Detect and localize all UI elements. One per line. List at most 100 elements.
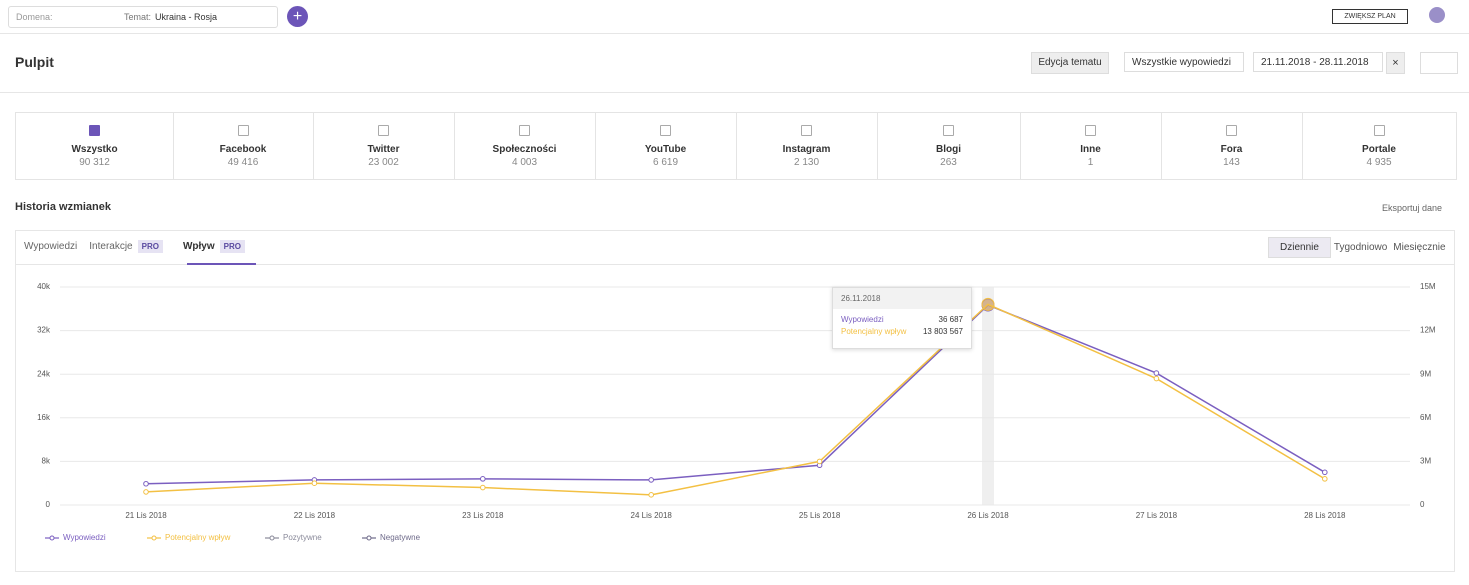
source-name: YouTube xyxy=(644,144,687,155)
tooltip-rows: Wypowiedzi 36 687 Potencjalny wpływ 13 803 … xyxy=(833,309,971,345)
source-card[interactable]: Blogi 263 xyxy=(877,113,1021,179)
source-card[interactable]: Fora 143 xyxy=(1161,113,1303,179)
tooltip-title: 26.11.2018 xyxy=(833,288,971,309)
periods: Dziennie Tygodniowo Miesięcznie xyxy=(1268,237,1449,258)
y2-tick-label: 6M xyxy=(1420,413,1431,422)
source-card[interactable]: Facebook 49 416 xyxy=(173,113,314,179)
checkbox[interactable] xyxy=(801,125,812,136)
point xyxy=(1153,375,1160,382)
source-card[interactable]: Inne 1 xyxy=(1020,113,1162,179)
y2-tick-label: 12M xyxy=(1420,326,1436,335)
history-title: Historia wzmianek xyxy=(15,201,111,213)
checkbox[interactable] xyxy=(1085,125,1096,136)
tooltip-value: 13 803 567 xyxy=(922,327,963,336)
tooltip-label: Wypowiedzi xyxy=(841,315,884,324)
period[interactable]: Dziennie xyxy=(1268,237,1331,258)
y-tick-label: 8k xyxy=(42,457,51,466)
source-count: 23 002 xyxy=(368,157,399,168)
topic-value: Ukraina - Rosja xyxy=(155,12,218,22)
topic-label: Temat: xyxy=(124,12,152,22)
checkbox[interactable] xyxy=(1226,125,1237,136)
y2-tick-label: 9M xyxy=(1420,369,1431,378)
source-name: Wszystko xyxy=(71,144,118,155)
x-tick-label: 22 Lis 2018 xyxy=(294,511,336,520)
checkbox[interactable] xyxy=(519,125,530,136)
export[interactable]: Eksportuj dane xyxy=(1382,203,1443,213)
checkbox[interactable] xyxy=(1373,125,1385,136)
chart-panel xyxy=(15,230,1455,572)
source-count: 4 003 xyxy=(511,157,538,168)
add-button[interactable]: + xyxy=(287,6,308,27)
source-count: 143 xyxy=(1223,157,1240,168)
tabs-divider xyxy=(16,264,1454,265)
source-card[interactable]: YouTube 6 619 xyxy=(595,113,737,179)
point xyxy=(816,458,823,465)
y-tick-label: 24k xyxy=(37,369,51,378)
source-card[interactable]: Twitter 23 002 xyxy=(313,113,455,179)
divider xyxy=(0,92,1469,93)
legend-label: Negatywne xyxy=(380,533,421,542)
source-count: 4 935 xyxy=(1366,157,1392,168)
checkbox[interactable] xyxy=(943,125,954,136)
point xyxy=(648,492,655,498)
edit-topic[interactable]: Edycja tematu xyxy=(1031,52,1109,74)
avatar[interactable] xyxy=(1429,7,1445,23)
x-tick-label: 27 Lis 2018 xyxy=(1136,511,1178,520)
y2-tick-label: 3M xyxy=(1420,457,1431,466)
series-line xyxy=(145,304,1326,485)
period[interactable]: Tygodniowo xyxy=(1333,242,1388,253)
y-tick-label: 32k xyxy=(37,326,51,335)
hover-band xyxy=(982,287,994,505)
point xyxy=(648,477,655,483)
x-tick-label: 25 Lis 2018 xyxy=(799,511,841,520)
tab[interactable]: Interakcje xyxy=(89,241,133,252)
checkbox[interactable] xyxy=(660,125,671,136)
download[interactable] xyxy=(1420,52,1458,74)
source-name: Portale xyxy=(1362,144,1396,155)
period[interactable]: Miesięcznie xyxy=(1393,242,1446,253)
legend-label: Potencjalny wpływ xyxy=(165,533,231,542)
tooltip: 26.11.2018 Wypowiedzi 36 687 Potencjalny w… xyxy=(832,287,972,349)
pro-badge: PRO xyxy=(219,240,245,253)
source-name: Fora xyxy=(1220,144,1243,155)
checkbox[interactable] xyxy=(237,125,249,136)
y-tick-label: 0 xyxy=(46,500,51,509)
sources-frame xyxy=(15,112,1457,180)
topic-select[interactable] xyxy=(8,6,278,28)
domain-label: Domena: xyxy=(16,12,53,22)
tooltip-value: 36 687 xyxy=(938,315,963,324)
y2-tick-label: 15M xyxy=(1420,282,1436,291)
tab[interactable]: Wpływ xyxy=(182,241,215,252)
source-card[interactable]: Instagram 2 130 xyxy=(736,113,878,179)
source-name: Blogi xyxy=(936,144,961,155)
source-card[interactable]: Społeczności 4 003 xyxy=(454,113,596,179)
clear-date[interactable]: × xyxy=(1386,52,1405,74)
tab[interactable]: Wypowiedzi xyxy=(24,241,78,252)
filter-select[interactable]: Wszystkie wypowiedzi xyxy=(1124,52,1244,72)
source-count: 263 xyxy=(940,157,957,168)
source-card[interactable]: Wszystko 90 312 xyxy=(16,113,174,179)
checkbox[interactable] xyxy=(89,125,100,136)
x-tick-label: 21 Lis 2018 xyxy=(125,511,167,520)
point xyxy=(1153,370,1160,376)
x-tick-label: 28 Lis 2018 xyxy=(1304,511,1346,520)
tooltip-row: Potencjalny wpływ 13 803 567 xyxy=(841,327,963,336)
date-range[interactable]: 21.11.2018 - 28.11.2018 xyxy=(1253,52,1383,72)
tabs: Wypowiedzi Interakcje PRO Wpływ PRO xyxy=(24,240,265,253)
source-name: Inne xyxy=(1080,144,1101,155)
legend-dot xyxy=(49,535,55,541)
source-name: Społeczności xyxy=(492,144,557,155)
source-name: Facebook xyxy=(219,144,267,155)
checkbox[interactable] xyxy=(378,125,389,136)
point xyxy=(311,480,318,487)
upgrade-button[interactable]: ZWIĘKSZ PLAN xyxy=(1332,9,1408,24)
legend-label: Wypowiedzi xyxy=(63,533,106,542)
source-card[interactable]: Portale 4 935 xyxy=(1302,113,1456,179)
source-count: 90 312 xyxy=(79,157,110,168)
point xyxy=(480,484,486,491)
active-tab-underline xyxy=(187,263,256,265)
tooltip-row: Wypowiedzi 36 687 xyxy=(841,315,963,324)
point xyxy=(1322,476,1328,482)
